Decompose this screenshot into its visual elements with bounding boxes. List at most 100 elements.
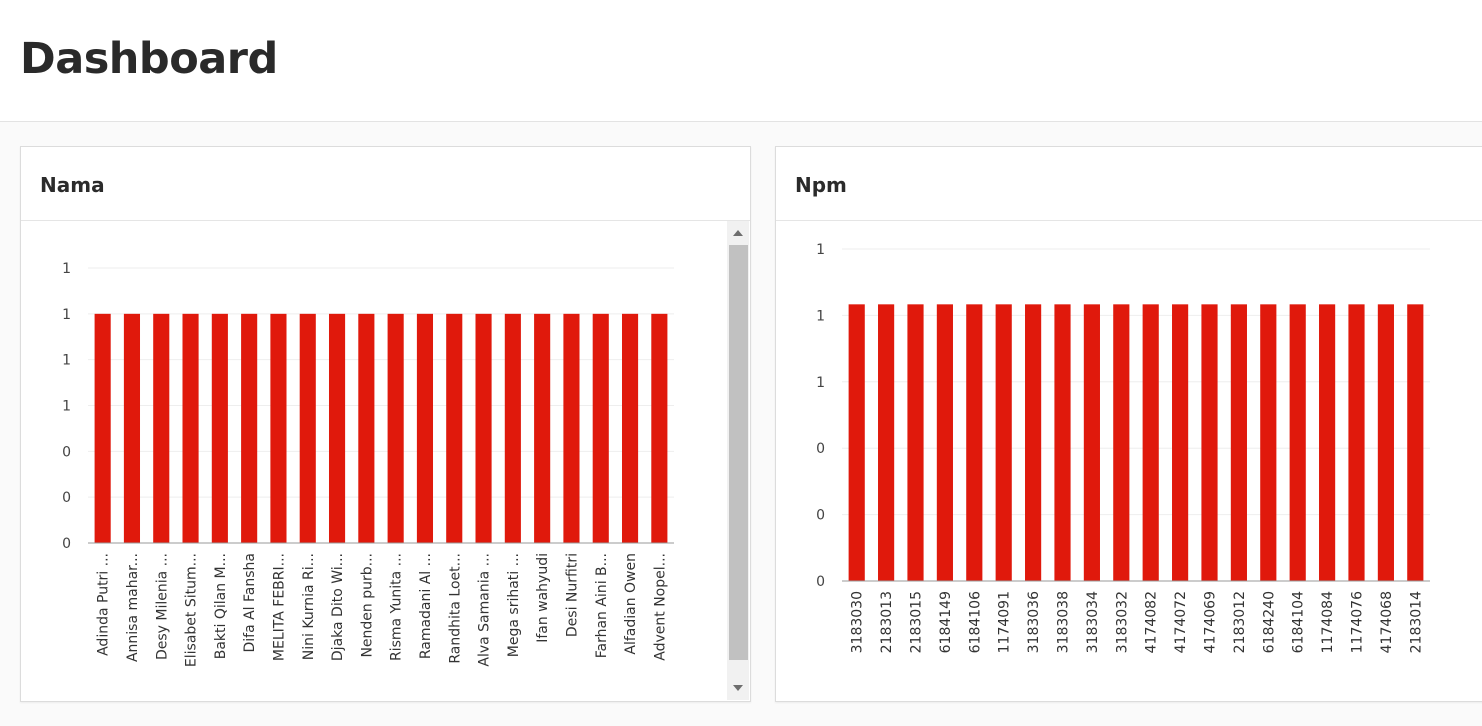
bar bbox=[1172, 304, 1189, 581]
x-category-label: Elisabet Situm... bbox=[184, 553, 200, 667]
y-tick-label: 0 bbox=[816, 441, 825, 457]
bar bbox=[907, 304, 924, 581]
y-tick-label: 0 bbox=[62, 536, 71, 552]
card-title-npm: Npm bbox=[795, 173, 847, 197]
y-tick-label: 1 bbox=[816, 242, 825, 258]
bar bbox=[1083, 304, 1100, 581]
x-category-label: 3183034 bbox=[1085, 591, 1101, 653]
bar bbox=[1377, 304, 1394, 581]
y-tick-label: 1 bbox=[816, 308, 825, 324]
x-category-label: Alva Samania ... bbox=[477, 553, 493, 667]
bar bbox=[211, 313, 228, 543]
card-title-nama: Nama bbox=[40, 173, 105, 197]
y-tick-label: 1 bbox=[62, 261, 71, 277]
bar bbox=[848, 304, 865, 581]
y-tick-label: 0 bbox=[62, 490, 71, 506]
x-category-label: 1174084 bbox=[1320, 591, 1336, 653]
bar bbox=[966, 304, 983, 581]
bar bbox=[878, 304, 895, 581]
bar bbox=[504, 313, 521, 543]
bar bbox=[94, 313, 111, 543]
page-title: Dashboard bbox=[20, 34, 278, 84]
x-category-label: 1174091 bbox=[997, 591, 1013, 653]
nama-bar-chart: 0 0 0 1 1 1 1 Adinda Putri ... Annisa mahar... De… bbox=[62, 261, 674, 667]
x-category-label: Farhan Aini B... bbox=[594, 553, 610, 658]
bar bbox=[1319, 304, 1336, 581]
bar bbox=[995, 304, 1012, 581]
bar bbox=[651, 313, 668, 543]
x-category-label: Ramadani Al ... bbox=[418, 553, 434, 659]
bar bbox=[563, 313, 580, 543]
x-category-label: 2183013 bbox=[879, 591, 895, 653]
x-category-label: 4174082 bbox=[1144, 591, 1160, 653]
bar bbox=[328, 313, 346, 543]
x-category-label: 4174072 bbox=[1173, 591, 1189, 653]
x-category-label: Mega srihati ... bbox=[506, 553, 522, 657]
bar bbox=[1289, 304, 1306, 581]
x-category-label: Risma Yunita ... bbox=[389, 553, 405, 661]
y-tick-label: 0 bbox=[816, 574, 825, 590]
x-category-label: 6184104 bbox=[1291, 591, 1307, 653]
card-header: Nama bbox=[21, 147, 750, 221]
bar bbox=[299, 313, 316, 543]
x-category-label: Ifan wahyudi bbox=[535, 553, 551, 643]
top-bar: Dashboard bbox=[0, 0, 1482, 122]
x-category-label: Adinda Putri ... bbox=[96, 553, 112, 656]
x-category-label: Alfadian Owen bbox=[623, 553, 639, 655]
bar bbox=[358, 313, 375, 543]
npm-bar-chart: 0 0 0 1 1 1 3183030 2183013 2183015 6184149 618410… bbox=[816, 242, 1430, 653]
bar bbox=[1260, 304, 1277, 581]
x-category-label: Bakti Qilan M... bbox=[213, 553, 229, 659]
x-category-label: 6184106 bbox=[967, 591, 983, 653]
x-category-label: Nini Kurnia Ri... bbox=[301, 553, 317, 660]
bar bbox=[446, 313, 463, 543]
bar bbox=[270, 313, 287, 543]
x-category-label: Difa Al Fansha bbox=[242, 553, 258, 653]
bar bbox=[1113, 304, 1130, 581]
y-tick-label: 1 bbox=[62, 353, 71, 369]
card-header: Npm bbox=[776, 147, 1482, 221]
x-category-label: Annisa mahar... bbox=[125, 553, 141, 662]
vertical-scrollbar[interactable] bbox=[727, 221, 749, 700]
x-category-label: Desi Nurfitri bbox=[564, 553, 580, 637]
x-category-label: MELITA FEBRI... bbox=[271, 553, 287, 661]
x-category-label: 3183038 bbox=[1056, 591, 1072, 653]
x-category-label: 3183030 bbox=[850, 591, 866, 653]
nama-chart-card: Nama 0 0 0 1 1 1 1 Adinda Putri ... Annisa mahar… bbox=[20, 146, 751, 702]
bar bbox=[621, 313, 639, 543]
x-category-label: Randhita Loet... bbox=[447, 553, 463, 664]
bar bbox=[123, 313, 141, 543]
bar bbox=[1201, 304, 1218, 581]
y-tick-label: 0 bbox=[62, 444, 71, 460]
x-category-label: 4174068 bbox=[1379, 591, 1395, 653]
bar bbox=[182, 313, 199, 543]
x-category-label: Advent Nopel... bbox=[652, 553, 668, 661]
scrollbar-thumb[interactable] bbox=[729, 245, 748, 660]
bar bbox=[1230, 304, 1247, 581]
bar bbox=[241, 313, 258, 543]
bar bbox=[534, 313, 551, 543]
bar bbox=[153, 313, 170, 543]
x-category-label: 3183036 bbox=[1026, 591, 1042, 653]
bar bbox=[592, 313, 609, 543]
x-category-label: 1174076 bbox=[1350, 591, 1366, 653]
scroll-up-arrow-icon[interactable] bbox=[727, 223, 749, 243]
npm-chart-card: Npm 0 0 0 1 1 1 3183030 2183013 2183015 6184149 61… bbox=[775, 146, 1482, 702]
bar bbox=[475, 313, 492, 543]
x-category-label: Desy Milenia ... bbox=[154, 553, 170, 660]
bar bbox=[1025, 304, 1042, 581]
bar bbox=[387, 313, 404, 543]
bar bbox=[1407, 304, 1424, 581]
x-category-label: Nenden purb... bbox=[359, 553, 375, 658]
bar bbox=[1054, 304, 1071, 581]
x-category-label: 6184149 bbox=[938, 591, 954, 653]
y-tick-label: 0 bbox=[816, 508, 825, 524]
x-category-label: 3183032 bbox=[1114, 591, 1130, 653]
x-category-label: 6184240 bbox=[1261, 591, 1277, 653]
bar bbox=[416, 313, 434, 543]
scroll-down-arrow-icon[interactable] bbox=[727, 678, 749, 698]
y-tick-label: 1 bbox=[816, 375, 825, 391]
x-category-label: Djaka Dito Wi... bbox=[330, 553, 346, 661]
bar bbox=[936, 304, 953, 581]
x-category-label: 4174069 bbox=[1203, 591, 1219, 653]
